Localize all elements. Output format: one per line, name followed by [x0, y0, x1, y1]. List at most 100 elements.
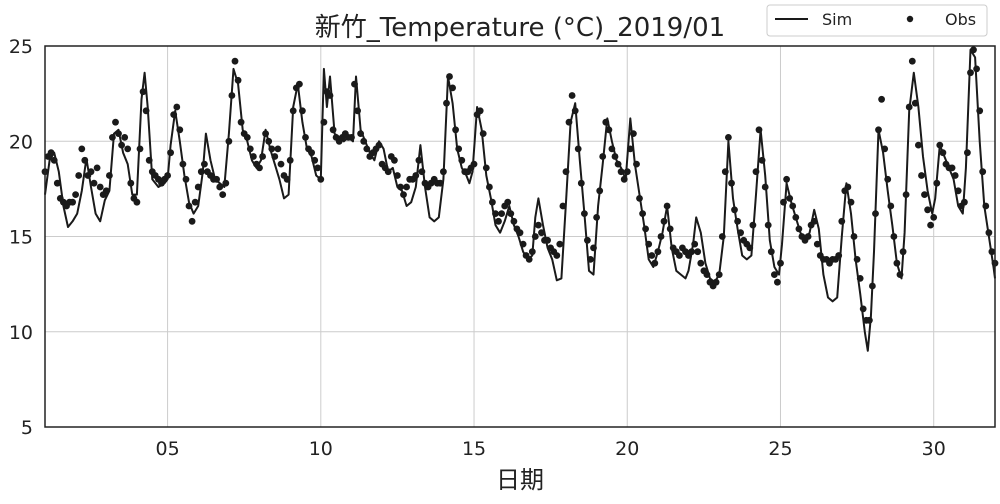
obs-point [231, 57, 239, 65]
y-tick-label: 25 [9, 36, 33, 58]
obs-point [838, 217, 846, 225]
obs-point [81, 156, 89, 164]
obs-point [574, 145, 582, 153]
obs-point [577, 179, 585, 187]
obs-point [213, 175, 221, 183]
obs-point [804, 233, 812, 240]
obs-point [654, 248, 662, 256]
obs-point [139, 88, 147, 96]
obs-point [479, 130, 487, 138]
y-tick-label: 15 [9, 227, 33, 249]
obs-point [237, 118, 245, 126]
obs-point [412, 172, 420, 179]
obs-series-points [41, 46, 999, 324]
obs-point [96, 183, 104, 191]
obs-point [605, 126, 613, 134]
obs-point [228, 92, 236, 99]
obs-point [571, 107, 579, 115]
obs-point [721, 168, 729, 176]
obs-point [538, 229, 545, 237]
obs-point [118, 141, 125, 149]
obs-point [915, 141, 922, 149]
obs-point [519, 240, 527, 248]
x-tick-label: 25 [768, 438, 792, 460]
obs-point [893, 259, 901, 267]
obs-point [93, 164, 101, 172]
y-tick-label: 5 [21, 417, 33, 439]
obs-point [360, 137, 368, 145]
obs-point [988, 248, 996, 256]
x-tick-label: 15 [462, 438, 486, 460]
obs-point [731, 206, 738, 214]
obs-point [783, 175, 790, 183]
obs-point [933, 179, 941, 187]
obs-point [703, 271, 711, 278]
obs-point [531, 233, 539, 240]
obs-point [734, 217, 741, 225]
obs-point [657, 233, 665, 240]
obs-point [728, 179, 735, 187]
obs-point [761, 183, 769, 191]
obs-point [528, 248, 536, 256]
obs-point [452, 126, 459, 134]
obs-point [976, 107, 984, 115]
obs-point [718, 233, 726, 240]
obs-point [243, 134, 251, 141]
obs-point [666, 225, 674, 233]
obs-point [651, 259, 659, 267]
obs-point [896, 271, 904, 278]
x-tick-label: 05 [155, 438, 179, 460]
obs-point [69, 198, 76, 206]
obs-point [296, 80, 303, 88]
obs-point [415, 156, 423, 164]
obs-point [562, 168, 570, 176]
obs-point [869, 282, 876, 290]
obs-point [697, 259, 705, 267]
obs-point [127, 179, 135, 187]
obs-point [234, 76, 242, 84]
obs-point [939, 149, 947, 157]
obs-point [176, 126, 184, 134]
obs-point [179, 160, 187, 168]
obs-point [749, 221, 757, 229]
obs-point [590, 244, 597, 252]
obs-point [688, 248, 695, 256]
obs-point [596, 187, 604, 195]
obs-point [498, 210, 505, 218]
obs-point [584, 236, 591, 244]
obs-point [443, 99, 450, 107]
obs-point [90, 179, 98, 187]
obs-point [302, 134, 309, 141]
chart-title: 新竹_Temperature (°C)_2019/01 [315, 13, 725, 43]
obs-point [320, 118, 328, 126]
obs-point [691, 240, 699, 248]
legend: Sim Obs [766, 4, 988, 37]
obs-point [222, 179, 230, 187]
x-tick-label: 20 [615, 438, 639, 460]
obs-point [262, 130, 269, 138]
obs-point [859, 305, 867, 313]
obs-point [185, 202, 193, 210]
obs-point [633, 160, 640, 168]
obs-point [289, 107, 297, 115]
obs-point [109, 134, 116, 141]
obs-point [890, 233, 898, 240]
obs-point [504, 198, 512, 206]
legend-box [766, 4, 988, 37]
obs-point [250, 153, 257, 160]
obs-point [927, 221, 934, 229]
obs-point [201, 160, 208, 168]
obs-point [556, 240, 564, 248]
obs-point [75, 172, 83, 179]
obs-point [930, 214, 938, 221]
obs-point [648, 252, 656, 259]
obs-point [363, 145, 371, 153]
obs-point [611, 153, 619, 160]
obs-point [516, 229, 524, 237]
obs-point [400, 191, 407, 199]
obs-point [936, 141, 944, 149]
obs-point [746, 244, 754, 252]
obs-point [170, 111, 178, 118]
legend-obs-swatch [906, 15, 914, 23]
obs-point [565, 118, 573, 126]
